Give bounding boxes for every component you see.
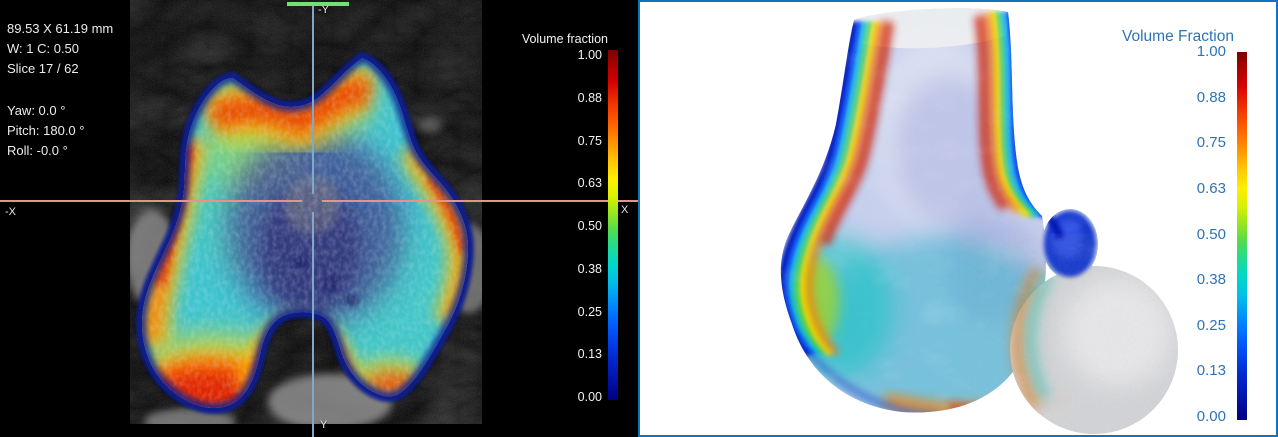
- colorbar-tick-labels: 1.00 0.88 0.75 0.63 0.50 0.38 0.25 0.13 0.00: [1110, 43, 1226, 426]
- colorbar-tick-label: 0.88: [577, 90, 602, 105]
- colorbar-tick-label: 0.25: [1196, 316, 1226, 334]
- crosshair-horizontal-left[interactable]: [0, 200, 302, 202]
- colorbar-gradient: [1237, 52, 1247, 420]
- colorbar-tick-label: 1.00: [1196, 43, 1226, 60]
- roll-text: Roll: -0.0 °: [7, 143, 68, 158]
- colorbar-tick-label: 0.13: [577, 347, 602, 362]
- slice-index-text: Slice 17 / 62: [7, 61, 79, 76]
- scan-info-overlay: 89.53 X 61.19 mm W: 1 C: 0.50 Slice 17 /…: [7, 19, 113, 161]
- axis-label-neg-x: -X: [5, 206, 16, 218]
- colorbar-tick-label: 0.13: [1196, 362, 1226, 380]
- volume-render-image[interactable]: [640, 2, 1276, 435]
- colorbar-tick-label: 0.38: [1196, 271, 1226, 289]
- pitch-text: Pitch: 180.0 °: [7, 123, 85, 138]
- colorbar-title: Volume fraction: [521, 32, 608, 46]
- axis-label-x: X: [621, 204, 629, 216]
- crosshair-vertical-bottom[interactable]: [312, 212, 314, 437]
- colorbar-tick-label: 0.63: [1196, 179, 1226, 197]
- colorbar-tick-label: 0.00: [1196, 408, 1226, 425]
- colorbar-tick-label: 0.25: [577, 304, 602, 319]
- axis-label-neg-y: -Y: [318, 4, 329, 16]
- colorbar-tick-label: 0.00: [577, 390, 602, 404]
- window-center-text: W: 1 C: 0.50: [7, 41, 80, 56]
- axis-label-y: Y: [320, 419, 328, 431]
- colorbar-tick-labels: 1.00 0.88 0.75 0.63 0.50 0.38 0.25 0.13 0.00: [500, 48, 602, 404]
- colorbar-title: Volume Fraction: [1122, 28, 1234, 45]
- crosshair-vertical-top[interactable]: [312, 6, 314, 194]
- yaw-text: Yaw: 0.0 °: [7, 103, 66, 118]
- crosshair-horizontal-right[interactable]: [322, 200, 638, 202]
- colorbar-tick-label: 0.38: [577, 261, 602, 276]
- ct-slice-viewport[interactable]: -Y Y -X X 89.53 X 61.19 mm W: 1 C: 0.50 …: [0, 0, 638, 437]
- colorbar-tick-label: 0.63: [577, 176, 602, 191]
- colorbar-gradient: [608, 50, 618, 400]
- colorbar-tick-label: 0.88: [1196, 88, 1226, 106]
- colorbar-tick-label: 0.75: [577, 133, 602, 148]
- colorbar-tick-label: 1.00: [577, 48, 602, 62]
- field-of-view-text: 89.53 X 61.19 mm: [7, 21, 114, 36]
- colorbar-tick-label: 0.50: [1196, 225, 1226, 243]
- colorbar-tick-label: 0.50: [577, 219, 602, 233]
- slice-position-marker[interactable]: [287, 2, 349, 6]
- ct-slice-image[interactable]: [0, 0, 638, 437]
- volume-render-viewport[interactable]: Volume Fraction 1.00 0.88 0.75 0.63 0.50 0.38…: [638, 0, 1278, 437]
- colorbar-tick-label: 0.75: [1196, 134, 1226, 152]
